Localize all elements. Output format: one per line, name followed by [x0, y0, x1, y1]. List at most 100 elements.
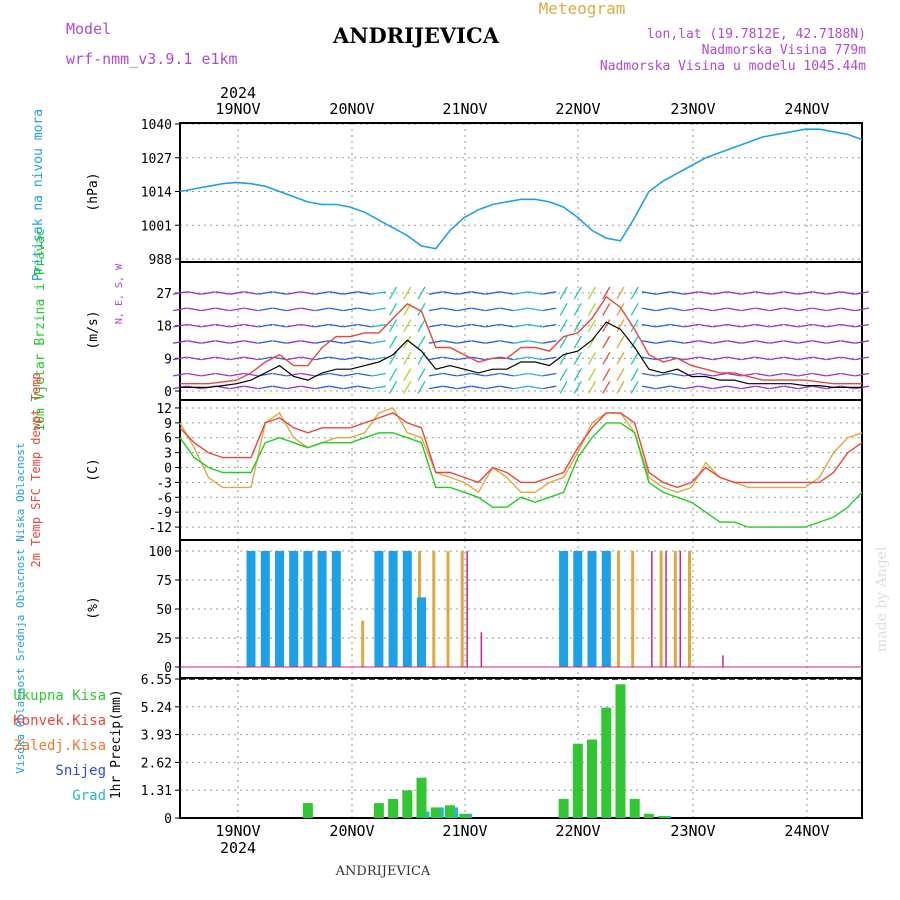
wind-barb [343, 372, 358, 377]
time-tick-bottom: 23NOV [670, 822, 715, 840]
wind-barb [187, 340, 202, 344]
wind-barb [485, 372, 500, 377]
wind-barb [329, 323, 344, 328]
wind-barb [258, 356, 273, 361]
wind-barb [272, 340, 287, 344]
wind-barb [357, 385, 372, 390]
wind-barb [229, 372, 244, 377]
wind-barb [826, 372, 841, 377]
wind-barb [417, 286, 426, 300]
wind-barb [630, 351, 639, 365]
wind-barb [630, 286, 639, 300]
wind-barb [712, 372, 727, 377]
wind-barb [573, 368, 582, 382]
wind-barb [684, 340, 699, 344]
wind-barb [641, 372, 656, 377]
precip-hail-bar [439, 807, 444, 818]
panel-frame [179, 677, 863, 819]
wind-barb [670, 372, 685, 377]
wind-barb [389, 286, 398, 300]
precip-legend-conv: Konvek.Kisa [13, 713, 106, 729]
wind-barb [769, 323, 784, 328]
precip-legend-freezing: Zaledj.Kisa [13, 738, 106, 754]
wind-barb [243, 307, 259, 312]
wind-barb [783, 356, 799, 361]
cloud-low-bar [480, 632, 483, 667]
wind-barb [656, 291, 671, 295]
wind-barb [755, 323, 770, 328]
wind-barb [812, 340, 827, 344]
wind-barb [826, 323, 841, 328]
wind-barb [329, 372, 344, 377]
wind-barb [741, 323, 756, 328]
wind-barb [389, 302, 398, 316]
wind-barb [616, 319, 625, 333]
wind-barb [201, 340, 216, 344]
cloud-high-bar [275, 551, 284, 667]
wind-barb [513, 356, 529, 361]
wind-barb [286, 356, 301, 361]
wind-barb [417, 380, 426, 394]
wind-barb [656, 372, 671, 377]
wind-barb [698, 356, 713, 361]
wind-barb [602, 335, 611, 349]
wind-barb [727, 340, 742, 344]
wind-barb [201, 307, 216, 312]
wind-barb [727, 307, 742, 312]
wind-barb [442, 385, 458, 390]
ytick-label: 1014 [141, 186, 172, 201]
wind-barb [684, 323, 699, 328]
elevation-label: Nadmorska Visina 779m [702, 43, 867, 58]
cloud-high-bar [417, 597, 426, 667]
wind-barb [616, 368, 625, 382]
wind-barb [727, 372, 742, 377]
wind-barb [616, 351, 625, 365]
time-tick-top: 21NOV [442, 100, 487, 118]
wind-barb [457, 323, 472, 328]
lonlat-label: lon,lat (19.7812E, 42.7188N) [647, 27, 866, 42]
wind-barb [616, 380, 625, 394]
wind-gust-line [180, 295, 862, 385]
wind-barb [712, 307, 727, 312]
wind-compass: N, E, S, W [114, 263, 125, 324]
cloud-ylabel: Visoka Oblacnost Srednja Oblacnost Niska… [14, 442, 27, 773]
wind-barb [684, 307, 699, 312]
ytick-label: 1.31 [141, 784, 172, 799]
wind-barb [769, 356, 784, 361]
wind-barb [286, 307, 301, 312]
wind-barb [229, 307, 244, 312]
wind-barb [559, 302, 568, 316]
wind-barb [371, 356, 386, 361]
wind-barb [513, 291, 529, 295]
wind-barb [741, 307, 756, 312]
wind-barb [172, 307, 188, 312]
wind-barb [528, 291, 543, 295]
wind-barb [499, 323, 514, 328]
wind-barb [783, 307, 799, 312]
wind-barb [315, 307, 330, 312]
precip-legend-hail: Grad [72, 788, 106, 804]
wind-barb [854, 291, 870, 295]
precip-ylabel: 1hr Precip [109, 721, 124, 799]
precip-total-bar [302, 803, 313, 818]
cloud-high-bar [246, 551, 256, 667]
wind-barb [357, 372, 372, 377]
wind-barb [343, 307, 358, 312]
wind-barb [357, 323, 372, 328]
wind-barb [403, 351, 412, 365]
wind-barb [670, 385, 685, 390]
cloud-unit: (%) [86, 596, 101, 619]
footer-title: ANDRIJEVICA [335, 864, 431, 879]
cloud-low-bar [722, 655, 724, 667]
wind-speed-line [180, 321, 862, 388]
wind-barb [727, 356, 742, 361]
time-tick-bottom: 24NOV [784, 822, 829, 840]
cloud-high-bar [587, 551, 597, 667]
wind-barb [315, 291, 330, 295]
cloud-mid-bar [460, 551, 464, 667]
ytick-label: 1027 [141, 152, 172, 167]
wind-barb [616, 286, 625, 300]
wind-barb [300, 323, 315, 328]
wind-barb [587, 319, 597, 333]
wind-barb [389, 380, 398, 394]
